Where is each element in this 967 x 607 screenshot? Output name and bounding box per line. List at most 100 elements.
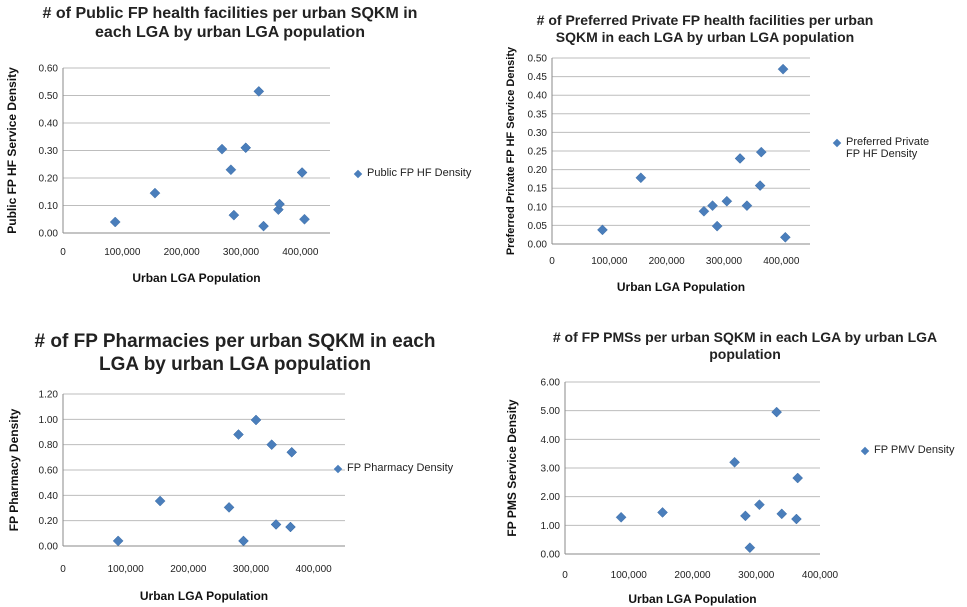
legend-marker <box>860 446 870 456</box>
data-point <box>285 521 296 533</box>
data-point <box>225 164 237 176</box>
scatter-plot: 0.00 0.20 0.40 0.60 0.80 1.00 1.20 0 100,000 200,… <box>7 390 345 603</box>
data-point <box>240 142 252 154</box>
y-tick-label: 0.20 <box>528 165 548 176</box>
y-tick-label: 0.15 <box>528 184 548 195</box>
chart-panel-preferred-private-fp: # of Preferred Private FP health facilit… <box>0 0 967 300</box>
data-point <box>299 213 310 225</box>
y-tick-label: 0.20 <box>39 174 59 185</box>
y-axis-label: Preferred Private FP HF Service Density <box>505 46 517 255</box>
x-tick-label: 100,000 <box>591 256 628 267</box>
x-axis-label: Urban LGA Population <box>628 592 756 606</box>
data-point <box>274 198 285 210</box>
data-point <box>707 200 718 212</box>
y-tick-label: 0.40 <box>528 91 548 102</box>
data-point <box>109 216 121 228</box>
x-tick-label: 200,000 <box>649 256 686 267</box>
x-tick-label: 300,000 <box>233 564 270 575</box>
data-point <box>266 439 278 451</box>
legend-label: Preferred Private FP HF Density <box>846 136 930 160</box>
y-tick-label: 0.60 <box>39 466 59 477</box>
x-tick-label: 300,000 <box>223 247 260 258</box>
data-point <box>711 220 723 232</box>
data-point <box>154 495 166 507</box>
data-point <box>754 499 765 511</box>
y-tick-label: 0.00 <box>541 550 561 561</box>
data-point <box>741 200 753 212</box>
chart-title: # of FP Pharmacies per urban SQKM in eac… <box>34 331 436 375</box>
data-point <box>228 209 240 221</box>
legend: Preferred Private FP HF Density <box>832 136 934 160</box>
x-tick-label: 200,000 <box>674 570 711 581</box>
y-tick-label: 0.30 <box>39 146 59 157</box>
y-tick-label: 3.00 <box>541 464 561 475</box>
y-tick-label: 2.00 <box>541 492 561 503</box>
x-tick-label: 400,000 <box>296 564 333 575</box>
x-tick-label: 0 <box>60 564 66 575</box>
scatter-plot: 0.00 0.05 0.10 0.15 0.20 0.25 0.30 0.35 0.40 0.45… <box>505 46 810 294</box>
data-point <box>238 535 249 547</box>
y-tick-label: 0.60 <box>39 64 59 75</box>
chart-panel-fp-pharmacies: # of FP Pharmacies per urban SQKM in eac… <box>0 0 480 607</box>
data-point <box>740 510 751 522</box>
y-tick-label: 5.00 <box>541 406 561 417</box>
data-point <box>597 224 608 236</box>
data-point <box>223 502 235 513</box>
data-point <box>296 167 308 178</box>
data-point <box>779 231 791 243</box>
y-tick-label: 1.20 <box>39 390 59 401</box>
x-tick-label: 200,000 <box>170 564 207 575</box>
y-axis-label: FP Pharmacy Density <box>7 408 21 531</box>
data-point <box>755 146 767 158</box>
x-tick-label: 100,000 <box>611 570 648 581</box>
y-tick-label: 0.10 <box>39 201 59 212</box>
x-axis-label: Urban LGA Population <box>617 280 745 294</box>
data-point <box>253 86 265 97</box>
data-point <box>698 205 710 217</box>
x-tick-label: 400,000 <box>763 256 800 267</box>
y-tick-label: 0.80 <box>39 440 59 451</box>
x-tick-label: 400,000 <box>802 570 839 581</box>
data-point <box>258 220 269 232</box>
data-point <box>286 446 298 458</box>
data-point <box>792 472 804 484</box>
x-tick-label: 0 <box>549 256 555 267</box>
y-tick-label: 0.20 <box>39 516 59 527</box>
x-axis-label: Urban LGA Population <box>132 271 260 285</box>
y-tick-label: 0.45 <box>528 72 548 83</box>
y-tick-label: 0.35 <box>528 109 548 120</box>
data-point <box>721 195 733 207</box>
y-tick-label: 0.50 <box>528 54 548 65</box>
y-tick-label: 1.00 <box>39 415 59 426</box>
data-point <box>734 153 746 164</box>
chart-panel-public-fp: # of Public FP health facilities per urb… <box>0 0 480 300</box>
x-tick-label: 100,000 <box>108 564 145 575</box>
data-point <box>776 508 788 520</box>
y-axis-label: Public FP HF Service Density <box>5 67 19 234</box>
data-point <box>754 180 766 191</box>
data-point <box>270 519 282 530</box>
y-tick-label: 0.00 <box>39 229 59 240</box>
legend: Public FP HF Density <box>353 167 505 179</box>
data-point <box>777 63 789 75</box>
data-point <box>635 172 647 184</box>
x-tick-label: 400,000 <box>282 247 319 258</box>
y-tick-label: 6.00 <box>541 378 561 389</box>
y-tick-label: 0.25 <box>528 147 548 158</box>
chart-title: # of Public FP health facilities per urb… <box>42 5 418 42</box>
data-point <box>216 143 228 155</box>
y-tick-label: 0.10 <box>528 202 548 213</box>
y-tick-label: 0.30 <box>528 128 548 139</box>
x-tick-label: 100,000 <box>104 247 141 258</box>
chart-title: # of Preferred Private FP health facilit… <box>536 12 874 45</box>
data-point <box>112 535 124 547</box>
legend: FP PMV Density <box>860 444 967 456</box>
legend-label: Public FP HF Density <box>367 167 472 179</box>
y-tick-label: 0.40 <box>39 491 59 502</box>
data-point <box>729 456 740 468</box>
y-tick-label: 0.05 <box>528 221 548 232</box>
y-axis-label: FP PMS Service Density <box>505 399 519 537</box>
x-tick-label: 300,000 <box>738 570 775 581</box>
